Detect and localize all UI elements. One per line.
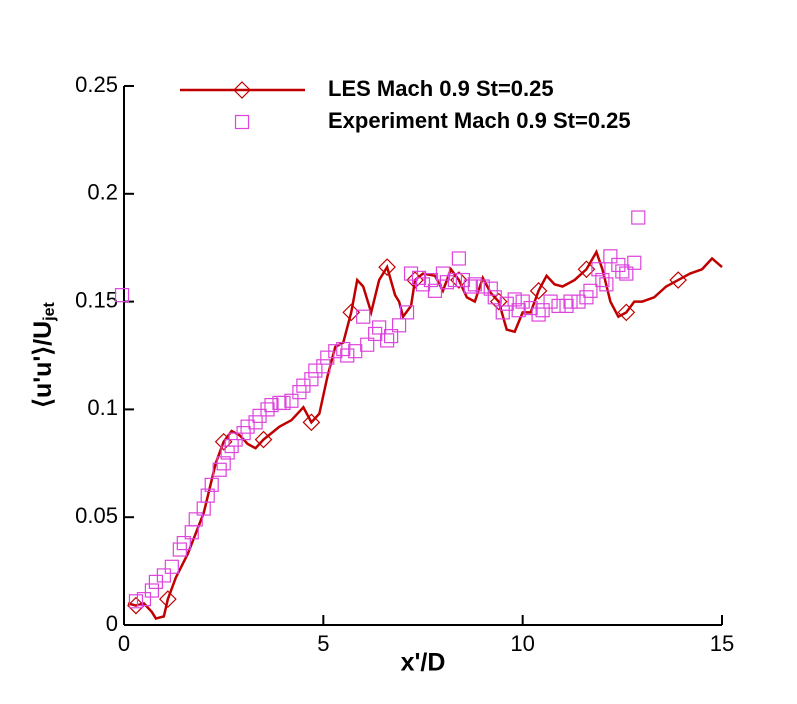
x-tick-label: 15 [710,631,734,656]
x-axis-label: x'/D [401,649,446,677]
experiment-point [276,395,291,411]
experiment-point [591,262,606,277]
experiment-point [507,292,522,307]
experiment-point [463,279,478,294]
experiment-point [384,328,399,344]
les-marker [617,303,636,322]
experiment-point [328,344,343,359]
x-tick-label: 0 [118,631,130,656]
experiment-point [204,477,219,492]
experiment-point [483,281,498,296]
experiment-point [308,363,323,378]
experiment-point [531,307,546,322]
experiment-point [627,255,642,270]
experiment-point [114,288,130,303]
legend-marker [233,81,251,99]
les-marker [127,596,145,615]
experiment-point [399,305,415,320]
experiment-point [447,272,462,288]
x-tick-label: 10 [510,631,534,656]
experiment-point [571,294,586,309]
legend-label: LES Mach 0.9 St=0.25 [328,76,554,101]
y-axis-label-sub: jet [41,302,58,322]
experiment-point [164,559,179,574]
les-marker [529,281,548,300]
experiment-point [563,294,578,309]
experiment-point [427,283,443,298]
experiment-point [144,583,160,598]
experiment-point [451,251,466,266]
experiment-point [372,320,387,335]
experiment-point [156,568,171,583]
experiment-point [380,333,395,348]
experiment-point [583,283,598,298]
experiment-point [188,512,203,527]
experiment-point [619,266,634,281]
experiment-point [360,337,375,352]
y-tick-label: 0 [106,611,118,636]
experiment-point [439,275,455,290]
experiment-point [176,535,191,551]
les-marker [489,292,508,311]
experiment-point [284,393,299,408]
experiment-point [599,277,614,292]
experiment-point [391,318,407,333]
experiment-point [535,303,550,318]
experiment-point [551,298,566,314]
y-axis-label: ⟨u'u'⟩/Ujet [29,302,59,408]
y-tick-label: 0.2 [87,180,118,205]
experiment-point [316,359,331,374]
y-axis-label-main: ⟨u'u'⟩/U [29,321,57,408]
y-tick-label: 0.15 [75,287,118,312]
experiment-point [264,397,279,413]
les-marker [159,590,177,608]
legend-marker [234,114,250,130]
y-tick-label: 0.1 [87,395,118,420]
experiment-point [511,303,526,318]
experiment-point [467,277,482,292]
experiment-point [340,348,355,363]
experiment-point [128,594,144,609]
experiment-point [200,488,215,503]
experiment-point [495,305,510,320]
experiment-point [595,272,610,288]
experiment-point [136,592,152,607]
les-marker [254,430,273,449]
y-tick-label: 0.25 [75,72,118,97]
experiment-point [216,456,231,471]
experiment-point [559,298,574,314]
x-tick-label: 5 [317,631,329,656]
les-marker [669,271,687,289]
experiment-point [240,419,255,434]
les-marker [302,413,321,432]
experiment-point [475,279,490,294]
experiment-point [403,266,419,281]
experiment-point [603,249,618,264]
experiment-point [631,210,646,225]
experiment-point [543,294,558,309]
les-marker [378,258,396,276]
y-tick-label: 0.05 [75,503,118,528]
experiment-point [304,372,319,387]
experiment-point [356,309,371,324]
experiment-point [615,264,630,279]
legend-label: Experiment Mach 0.9 St=0.25 [328,108,631,133]
